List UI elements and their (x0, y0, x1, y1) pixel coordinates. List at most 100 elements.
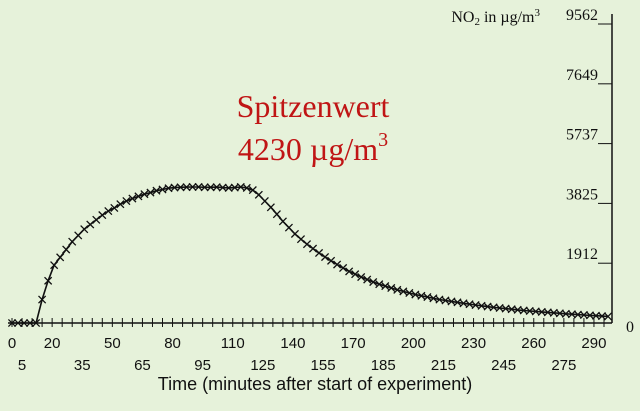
data-point-marker (182, 183, 191, 192)
data-point-marker (278, 217, 287, 226)
data-point-marker (260, 196, 269, 206)
data-point-marker (38, 295, 47, 304)
data-point-marker (320, 252, 330, 262)
series-markers (7, 182, 613, 328)
x-tick-label: 5 (18, 357, 26, 374)
data-point-marker (284, 223, 293, 232)
data-point-marker (19, 318, 29, 328)
data-point-marker (333, 260, 342, 269)
data-point-marker (357, 272, 366, 282)
x-tick-label: 0 (8, 335, 16, 352)
x-tick-label: 65 (134, 357, 151, 374)
data-point-marker (314, 248, 324, 258)
x-tick-label: 155 (311, 357, 336, 374)
data-point-marker (351, 270, 360, 279)
data-point-marker (248, 186, 257, 195)
data-point-marker (134, 192, 143, 201)
data-point-marker (429, 294, 438, 303)
x-tick-label: 95 (194, 357, 211, 374)
data-point-marker (296, 235, 306, 244)
x-tick-label: 50 (104, 335, 121, 352)
data-point-marker (56, 253, 65, 262)
data-point-marker (188, 182, 197, 192)
data-point-marker (363, 275, 372, 284)
data-point-marker (44, 276, 53, 285)
data-point-marker (158, 185, 167, 194)
data-point-marker (152, 186, 161, 195)
data-point-marker (50, 261, 59, 270)
data-point-marker (381, 282, 390, 291)
data-point-marker (200, 183, 209, 192)
data-point-marker (272, 210, 281, 219)
data-point-marker (7, 318, 17, 328)
x-tick-label: 140 (280, 335, 305, 352)
y-tick-labels: 0 1912 3825 5737 7649 9562 (566, 7, 634, 336)
data-point-marker (128, 194, 137, 203)
x-tick-label: 80 (164, 335, 181, 352)
data-point-marker (80, 225, 89, 234)
data-point-marker (110, 203, 119, 212)
peak-annotation-value: 4230 µg/m3 (238, 129, 388, 167)
y-axis-unit-label: NO2 in µg/m3 (451, 7, 540, 28)
y-tick-label: 3825 (566, 186, 598, 203)
data-point-marker (13, 318, 23, 328)
y-tick-label: 1912 (566, 246, 598, 263)
x-tick-label: 170 (341, 335, 366, 352)
data-point-marker (206, 183, 215, 192)
x-tick-label: 245 (491, 357, 516, 374)
x-tick-label: 290 (581, 335, 606, 352)
x-tick-labels-lower: 5 35 65 95 125 155 185 215 245 275 (18, 357, 577, 374)
x-axis-title: Time (minutes after start of experiment) (158, 374, 472, 394)
data-point-marker (405, 288, 414, 298)
x-tick-label: 35 (74, 357, 91, 374)
y-tick-label: 0 (626, 319, 634, 336)
x-tick-label: 20 (44, 335, 61, 352)
data-point-marker (339, 263, 348, 273)
data-point-marker (411, 290, 420, 299)
x-tick-label: 260 (521, 335, 546, 352)
data-point-marker (345, 267, 354, 276)
x-tick-label: 215 (431, 357, 456, 374)
data-point-marker (26, 318, 35, 328)
data-point-marker (266, 203, 275, 212)
data-point-marker (417, 291, 426, 300)
data-point-marker (98, 211, 107, 220)
data-point-marker (62, 245, 71, 254)
data-point-marker (393, 285, 402, 294)
data-point-marker (86, 220, 95, 229)
x-tick-labels-upper: 0 20 50 80 110 140 170 200 230 260 290 (8, 335, 607, 352)
y-tick-label: 7649 (566, 67, 598, 84)
data-point-marker (327, 256, 336, 265)
data-point-marker (603, 312, 613, 321)
data-point-marker (122, 196, 131, 206)
data-point-marker (399, 287, 408, 296)
data-point-marker (140, 190, 149, 199)
data-point-marker (146, 188, 155, 197)
data-point-marker (308, 244, 318, 253)
x-tick-label: 125 (250, 357, 275, 374)
x-tick-label: 275 (551, 357, 576, 374)
data-point-marker (116, 200, 125, 209)
data-point-marker (375, 280, 384, 289)
data-point-marker (68, 237, 77, 246)
x-tick-label: 230 (461, 335, 486, 352)
data-point-marker (242, 183, 251, 192)
x-tick-label: 200 (401, 335, 426, 352)
data-point-marker (254, 190, 263, 199)
data-point-marker (104, 206, 113, 216)
data-point-marker (369, 277, 378, 287)
data-point-marker (32, 318, 41, 328)
data-point-marker (302, 240, 312, 249)
y-tick-label: 5737 (566, 127, 598, 144)
data-point-marker (74, 231, 83, 240)
data-point-marker (423, 292, 432, 302)
peak-annotation-title: Spitzenwert (237, 88, 390, 124)
data-point-marker (176, 183, 185, 192)
data-point-marker (387, 283, 396, 293)
y-tick-label: 9562 (566, 7, 598, 24)
data-point-marker (92, 215, 101, 224)
x-tick-label: 185 (371, 357, 396, 374)
x-tick-label: 110 (221, 335, 245, 352)
